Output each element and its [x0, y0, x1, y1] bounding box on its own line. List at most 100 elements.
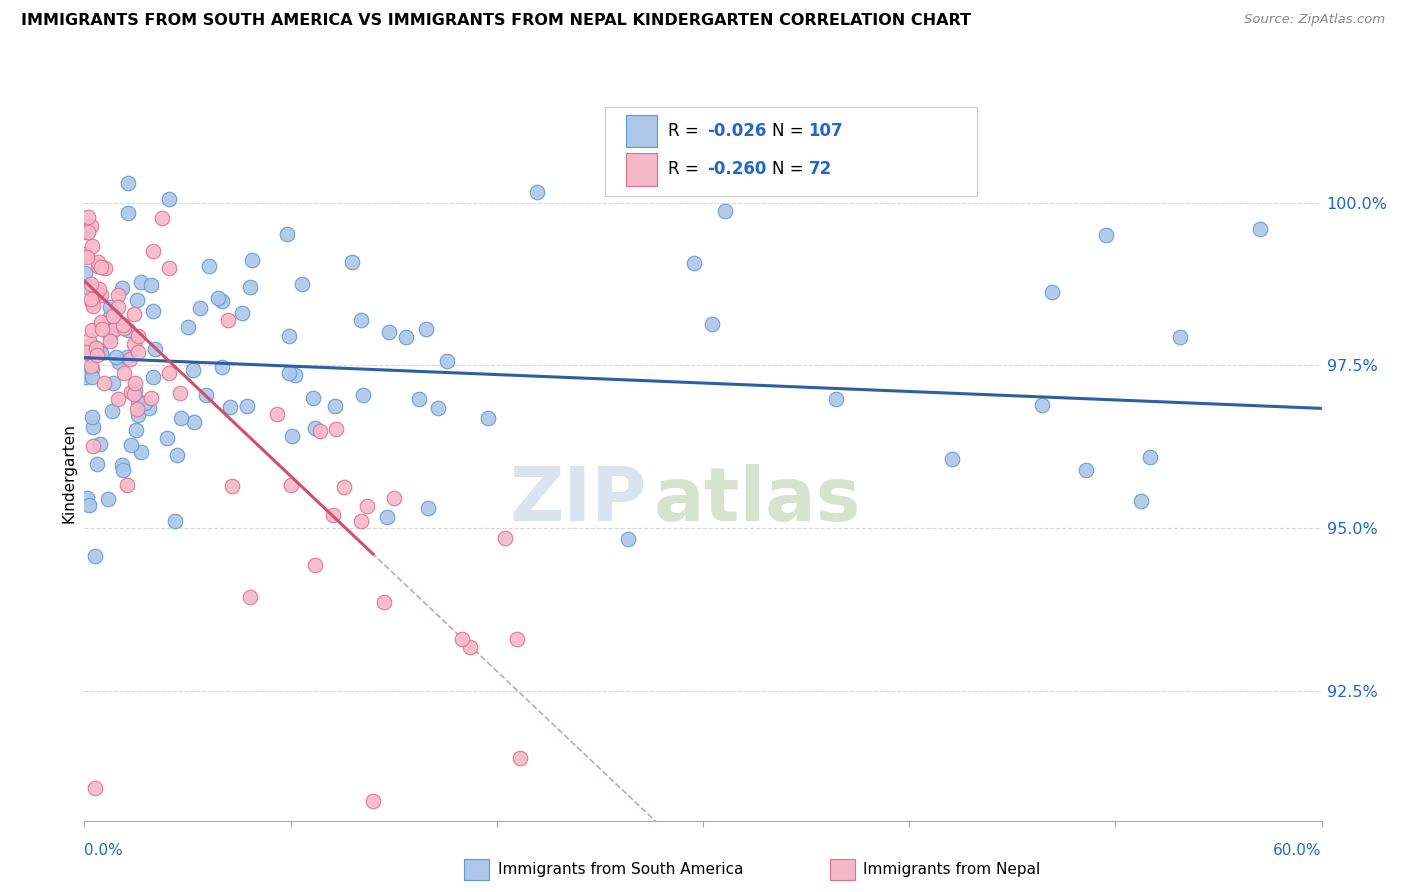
Point: [350, 313, 373, 327]
Text: R =: R =: [668, 161, 704, 178]
Text: 0.0%: 0.0%: [84, 843, 124, 858]
Point: [506, 632, 529, 646]
Point: [93, 376, 115, 390]
Point: [76, 250, 98, 264]
Point: [169, 386, 191, 401]
Point: [83, 340, 105, 354]
Point: [1095, 228, 1118, 243]
Point: [117, 323, 139, 337]
Point: [139, 277, 162, 292]
Point: [80, 359, 103, 373]
Point: [101, 376, 124, 390]
Point: [221, 479, 243, 493]
Point: [77, 347, 100, 361]
Point: [166, 448, 188, 462]
Point: [90, 346, 112, 360]
Point: [125, 423, 148, 437]
Point: [941, 451, 963, 466]
Point: [382, 491, 405, 505]
Point: [342, 255, 364, 269]
Point: [101, 309, 124, 323]
Point: [141, 392, 163, 406]
Point: [107, 300, 129, 314]
Point: [111, 318, 134, 333]
Point: [134, 395, 156, 409]
Point: [304, 558, 326, 572]
Point: [124, 376, 146, 390]
Point: [83, 781, 105, 796]
Point: [82, 296, 104, 310]
Point: [117, 177, 139, 191]
Point: [100, 329, 122, 343]
Point: [309, 425, 332, 439]
Point: [80, 277, 103, 291]
Point: [240, 253, 263, 268]
Point: [128, 344, 150, 359]
Point: [302, 391, 325, 405]
Point: [142, 370, 165, 384]
Point: [89, 437, 111, 451]
Point: [118, 351, 141, 366]
Point: [84, 341, 107, 355]
Point: [825, 392, 848, 406]
Point: [77, 210, 100, 224]
Point: [217, 312, 239, 326]
Point: [281, 429, 304, 443]
Point: [117, 205, 139, 219]
Point: [156, 431, 179, 445]
Point: [80, 219, 103, 233]
Point: [408, 392, 430, 406]
Point: [138, 401, 160, 416]
Text: 60.0%: 60.0%: [1274, 843, 1322, 858]
Point: [231, 306, 253, 320]
Point: [82, 420, 104, 434]
Point: [349, 514, 371, 528]
Point: [129, 444, 152, 458]
Point: [112, 367, 135, 381]
Point: [84, 285, 107, 300]
Point: [127, 394, 149, 409]
Point: [127, 293, 149, 307]
Point: [183, 415, 205, 429]
Point: [280, 478, 302, 492]
Point: [361, 794, 384, 808]
Point: [284, 368, 307, 382]
Point: [75, 345, 97, 359]
Point: [98, 300, 121, 314]
Point: [1249, 222, 1271, 236]
Point: [236, 399, 259, 413]
Point: [181, 363, 204, 377]
Point: [142, 304, 165, 318]
Point: [378, 325, 401, 339]
Text: 72: 72: [808, 161, 832, 178]
Point: [356, 499, 378, 513]
Point: [1129, 494, 1152, 508]
Point: [87, 259, 110, 273]
Point: [79, 333, 101, 347]
Point: [80, 292, 103, 306]
Point: [352, 388, 374, 402]
Point: [86, 255, 108, 269]
Point: [1168, 330, 1191, 344]
Point: [1074, 463, 1097, 477]
Text: N =: N =: [772, 122, 808, 140]
Point: [115, 478, 138, 492]
Point: [98, 310, 121, 324]
Point: [77, 498, 100, 512]
Point: [207, 291, 229, 305]
Point: [125, 402, 148, 417]
Point: [322, 508, 344, 522]
Point: [714, 203, 737, 218]
Point: [75, 369, 97, 384]
Text: N =: N =: [772, 161, 808, 178]
Point: [82, 322, 104, 336]
Point: [150, 211, 173, 226]
Point: [90, 314, 112, 328]
Point: [450, 632, 472, 646]
Point: [276, 227, 298, 241]
Point: [211, 360, 233, 375]
Text: Immigrants from Nepal: Immigrants from Nepal: [863, 863, 1040, 877]
Point: [75, 225, 97, 239]
Point: [278, 328, 301, 343]
Point: [83, 549, 105, 564]
